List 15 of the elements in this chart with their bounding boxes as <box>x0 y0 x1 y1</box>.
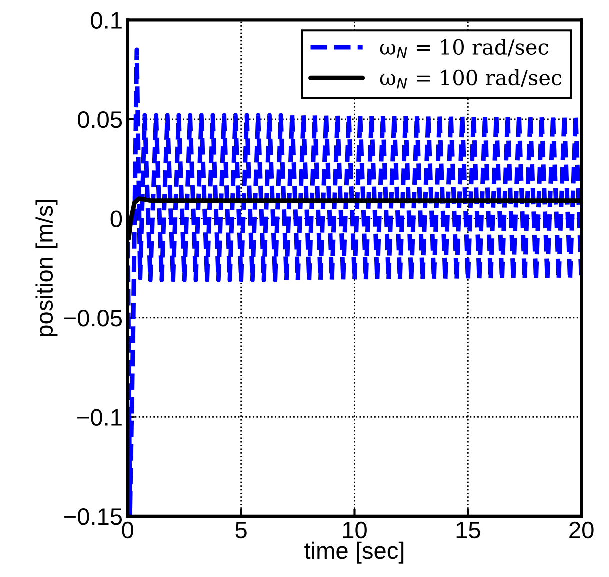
y-tick-label: 0.05 <box>78 112 122 128</box>
y-tick-label: −0.1 <box>78 409 122 426</box>
x-axis-title: time [sec] <box>304 542 404 564</box>
y-axis-title: position [m/s] <box>36 200 58 336</box>
x-tick-label: 0 <box>122 522 134 539</box>
y-tick-label: −0.15 <box>64 508 122 526</box>
legend-label: ω$_{N}$ = 100 rad/sec <box>380 70 562 89</box>
y-tick-label: 0 <box>110 210 122 228</box>
y-tick-label: −0.05 <box>64 310 122 327</box>
x-tick-label: 5 <box>236 522 247 539</box>
x-tick-label: 15 <box>456 522 480 539</box>
legend-label: ω$_{N}$ = 10 rad/sec <box>380 38 548 58</box>
y-tick-label: 0.1 <box>91 12 122 29</box>
x-tick-label: 10 <box>343 522 367 539</box>
x-tick-label: 20 <box>570 522 594 539</box>
